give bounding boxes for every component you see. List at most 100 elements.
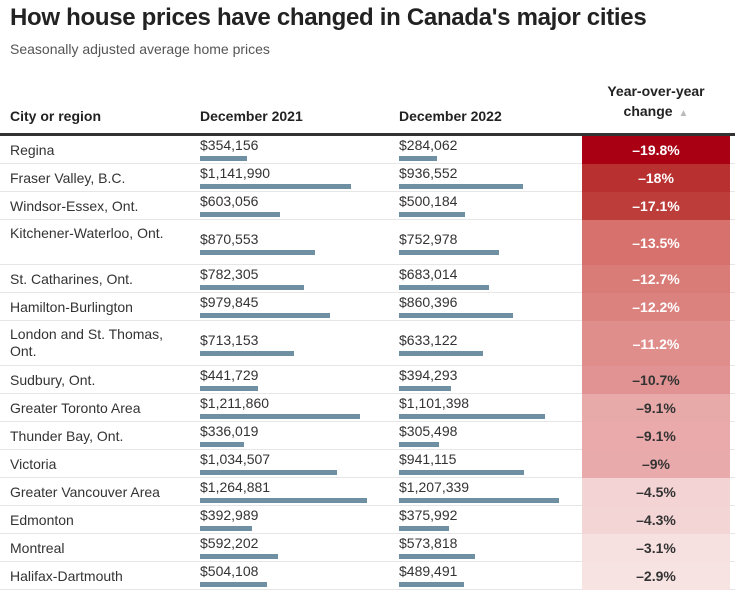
price-dec-2022: $941,115 [399, 451, 457, 467]
bar-dec-2022 [399, 156, 437, 161]
column-header-change-line1: Year-over-year [607, 83, 705, 99]
price-dec-2022: $1,207,339 [399, 479, 470, 495]
change-cell: –11.2% [582, 321, 730, 366]
bar-dec-2021 [200, 554, 279, 559]
column-header-dec-2021[interactable]: December 2021 [200, 108, 303, 124]
bar-dec-2022 [399, 554, 475, 559]
price-dec-2021: $504,108 [200, 563, 259, 579]
price-dec-2021: $870,553 [200, 231, 259, 247]
city-name: Hamilton-Burlington [10, 299, 133, 315]
price-table: City or region December 2021 December 20… [0, 83, 735, 590]
bar-dec-2022 [399, 582, 464, 587]
price-dec-2021: $979,845 [200, 294, 259, 310]
bar-dec-2021 [200, 470, 337, 475]
change-cell: –12.2% [582, 293, 730, 321]
table-row: Greater Toronto Area $1,211,860 $1,101,398… [0, 394, 735, 422]
change-cell: –17.1% [582, 192, 730, 220]
table-row: Hamilton-Burlington $979,845 $860,396 –12.2… [0, 293, 735, 321]
change-cell: –13.5% [582, 220, 730, 265]
city-name: Greater Vancouver Area [10, 484, 160, 500]
change-cell: –10.7% [582, 366, 730, 394]
table-row: Fraser Valley, B.C. $1,141,990 $936,552 –18… [0, 164, 735, 192]
price-dec-2022: $500,184 [399, 193, 458, 209]
column-header-change-line2: change [623, 103, 673, 119]
table-row: London and St. Thomas, Ont. $713,153 $633,… [0, 321, 735, 366]
price-dec-2022: $284,062 [399, 137, 458, 153]
table-row: Kitchener-Waterloo, Ont. $870,553 $752,978… [0, 220, 735, 265]
city-name: Fraser Valley, B.C. [10, 170, 126, 186]
price-dec-2021: $603,056 [200, 193, 259, 209]
price-dec-2022: $394,293 [399, 367, 458, 383]
bar-dec-2022 [399, 184, 523, 189]
table-row: Halifax-Dartmouth $504,108 $489,491 –2.9% [0, 562, 735, 590]
price-dec-2021: $1,034,507 [200, 451, 271, 467]
bar-dec-2021 [200, 498, 368, 503]
bar-dec-2021 [200, 313, 330, 318]
city-name: Halifax-Dartmouth [10, 568, 123, 584]
city-name: Victoria [10, 456, 57, 472]
price-dec-2022: $860,396 [399, 294, 458, 310]
bar-dec-2021 [200, 184, 352, 189]
price-dec-2022: $683,014 [399, 266, 458, 282]
table-row: Windsor-Essex, Ont. $603,056 $500,184 –17.1… [0, 192, 735, 220]
bar-dec-2021 [200, 442, 245, 447]
bar-dec-2021 [200, 414, 361, 419]
change-cell: –9% [582, 450, 730, 478]
bar-dec-2022 [399, 351, 483, 356]
bar-dec-2022 [399, 414, 545, 419]
change-cell: –19.8% [582, 136, 730, 164]
change-cell: –9.1% [582, 394, 730, 422]
price-dec-2021: $1,141,990 [200, 165, 271, 181]
price-dec-2021: $392,989 [200, 507, 259, 523]
column-header-dec-2022[interactable]: December 2022 [399, 108, 502, 124]
column-header-city[interactable]: City or region [10, 108, 102, 124]
price-dec-2022: $489,491 [399, 563, 458, 579]
chart-title: How house prices have changed in Canada'… [10, 4, 647, 31]
bar-dec-2022 [399, 250, 499, 255]
price-dec-2021: $354,156 [200, 137, 259, 153]
bar-dec-2022 [399, 285, 490, 290]
city-name: Kitchener-Waterloo, Ont. [10, 225, 164, 241]
price-dec-2022: $375,992 [399, 507, 458, 523]
change-cell: –2.9% [582, 562, 730, 590]
table-row: Greater Vancouver Area $1,264,881 $1,207,3… [0, 478, 735, 506]
bar-dec-2021 [200, 526, 252, 531]
price-dec-2022: $752,978 [399, 231, 458, 247]
city-name: Edmonton [10, 512, 74, 528]
change-cell: –3.1% [582, 534, 730, 562]
table-row: St. Catharines, Ont. $782,305 $683,014 –12.… [0, 265, 735, 293]
price-dec-2021: $336,019 [200, 423, 259, 439]
table-row: Sudbury, Ont. $441,729 $394,293 –10.7% [0, 366, 735, 394]
table-row: Regina $354,156 $284,062 –19.8% [0, 136, 735, 164]
bar-dec-2021 [200, 582, 267, 587]
price-dec-2022: $1,101,398 [399, 395, 470, 411]
bar-dec-2022 [399, 498, 559, 503]
city-name: Regina [10, 142, 55, 158]
bar-dec-2021 [200, 156, 247, 161]
sort-ascending-icon[interactable]: ▲ [678, 108, 689, 119]
bar-dec-2022 [399, 212, 466, 217]
bar-dec-2022 [399, 442, 440, 447]
bar-dec-2022 [399, 386, 452, 391]
bar-dec-2021 [200, 285, 304, 290]
price-dec-2021: $1,211,860 [200, 395, 270, 411]
bar-dec-2022 [399, 470, 524, 475]
city-name: Thunder Bay, Ont. [10, 428, 124, 444]
price-dec-2022: $633,122 [399, 332, 458, 348]
column-header-change[interactable]: Year-over-year change ▲ [582, 81, 730, 124]
city-name: Windsor-Essex, Ont. [10, 198, 139, 214]
table-row: Victoria $1,034,507 $941,115 –9% [0, 450, 735, 478]
city-name: Montreal [10, 540, 65, 556]
change-cell: –4.5% [582, 478, 730, 506]
price-dec-2021: $592,202 [200, 535, 259, 551]
price-dec-2022: $573,818 [399, 535, 458, 551]
price-dec-2021: $441,729 [200, 367, 259, 383]
table-row: Montreal $592,202 $573,818 –3.1% [0, 534, 735, 562]
bar-dec-2022 [399, 313, 513, 318]
table-header: City or region December 2021 December 20… [0, 83, 735, 136]
city-name: London and St. Thomas, Ont. [10, 326, 164, 359]
change-cell: –12.7% [582, 265, 730, 293]
change-cell: –18% [582, 164, 730, 192]
price-dec-2022: $305,498 [399, 423, 458, 439]
bar-dec-2021 [200, 351, 295, 356]
